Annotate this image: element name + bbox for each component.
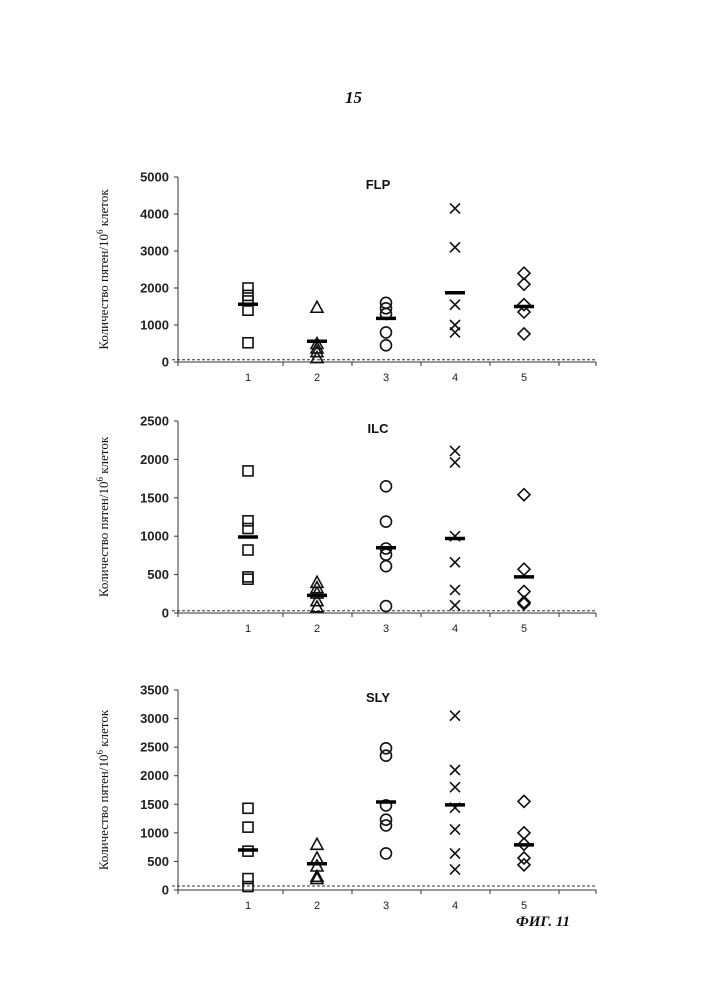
x-tick-label: 1 xyxy=(245,372,251,384)
x-tick-label: 4 xyxy=(452,900,458,912)
data-point-x xyxy=(450,711,460,721)
data-point-x xyxy=(450,585,460,595)
y-axis-label: Количество пятен/106 клеток xyxy=(95,709,111,870)
x-tick-label: 3 xyxy=(383,900,389,912)
chart-title: FLP xyxy=(366,177,391,192)
data-point-x xyxy=(450,446,460,456)
data-point-triangle xyxy=(311,301,323,312)
y-tick-label: 3000 xyxy=(140,244,169,259)
data-point-square xyxy=(243,338,253,348)
data-point-square xyxy=(243,545,253,555)
data-point-circle xyxy=(381,561,392,572)
data-point-x xyxy=(450,557,460,567)
x-tick-label: 5 xyxy=(521,900,527,912)
y-axis-label: Количество пятен/106 клеток xyxy=(95,189,111,350)
data-point-x xyxy=(450,457,460,467)
data-point-circle xyxy=(381,516,392,527)
data-point-square xyxy=(243,822,253,832)
data-point-x xyxy=(450,203,460,213)
data-point-diamond xyxy=(518,328,530,340)
data-point-circle xyxy=(381,340,392,351)
x-tick-label: 5 xyxy=(521,372,527,384)
data-point-x xyxy=(450,327,460,337)
y-tick-label: 1000 xyxy=(140,318,169,333)
data-point-square xyxy=(243,524,253,534)
data-point-square xyxy=(243,516,253,526)
chart-title: SLY xyxy=(366,690,390,705)
data-point-x xyxy=(450,782,460,792)
figure-label: ФИГ. 11 xyxy=(516,914,570,931)
x-tick-label: 3 xyxy=(383,372,389,384)
data-point-triangle xyxy=(311,838,323,849)
data-point-diamond xyxy=(518,299,530,311)
x-tick-label: 4 xyxy=(452,623,458,635)
data-point-square xyxy=(243,574,253,584)
x-tick-label: 2 xyxy=(314,900,320,912)
x-tick-label: 5 xyxy=(521,623,527,635)
x-tick-label: 2 xyxy=(314,623,320,635)
x-tick-label: 4 xyxy=(452,372,458,384)
y-tick-label: 0 xyxy=(162,355,169,370)
y-tick-label: 3500 xyxy=(140,683,169,698)
data-point-square xyxy=(243,803,253,813)
data-point-x xyxy=(450,600,460,610)
data-point-square xyxy=(243,466,253,476)
y-tick-label: 0 xyxy=(162,883,169,898)
y-axis-label: Количество пятен/106 клеток xyxy=(95,436,111,597)
data-point-circle xyxy=(381,750,392,761)
data-point-x xyxy=(450,848,460,858)
y-tick-label: 2500 xyxy=(140,740,169,755)
data-point-x xyxy=(450,824,460,834)
data-point-x xyxy=(450,765,460,775)
data-point-x xyxy=(450,300,460,310)
data-point-circle xyxy=(381,481,392,492)
data-point-diamond xyxy=(518,489,530,501)
y-tick-label: 2000 xyxy=(140,768,169,783)
chart-flp: 0 1000 2000 3000 4000 5000 1 2 3 4 5 FLP Количество … xyxy=(95,170,596,385)
y-tick-label: 4000 xyxy=(140,207,169,222)
data-point-diamond xyxy=(518,795,530,807)
data-point-x xyxy=(450,242,460,252)
y-tick-label: 500 xyxy=(147,854,169,869)
y-tick-label: 1000 xyxy=(140,825,169,840)
x-tick-label: 3 xyxy=(383,623,389,635)
chart-ilc: 0 500 1000 1500 2000 2500 1 2 3 4 5 ILC Количество п… xyxy=(95,414,596,636)
data-point-square xyxy=(243,572,253,582)
data-point-diamond xyxy=(518,827,530,839)
y-tick-label: 500 xyxy=(147,567,169,582)
y-tick-label: 1500 xyxy=(140,490,169,505)
y-tick-label: 3000 xyxy=(140,711,169,726)
chart-title: ILC xyxy=(368,421,390,436)
data-point-circle xyxy=(381,601,392,612)
data-point-diamond xyxy=(518,563,530,575)
x-tick-label: 1 xyxy=(245,623,251,635)
y-tick-label: 5000 xyxy=(140,170,169,185)
y-tick-label: 0 xyxy=(162,606,169,621)
y-tick-label: 1500 xyxy=(140,797,169,812)
data-point-x xyxy=(450,864,460,874)
y-tick-label: 1000 xyxy=(140,529,169,544)
y-tick-label: 2500 xyxy=(140,414,169,429)
data-point-circle xyxy=(381,327,392,338)
y-tick-label: 2000 xyxy=(140,452,169,467)
x-tick-label: 2 xyxy=(314,372,320,384)
data-point-square xyxy=(243,283,253,293)
chart-sly: 0 500 1000 1500 2000 2500 3000 3500 1 2 3 4 5 SLY Коли… xyxy=(95,683,596,913)
y-tick-label: 2000 xyxy=(140,281,169,296)
data-point-circle xyxy=(381,848,392,859)
x-tick-label: 1 xyxy=(245,900,251,912)
